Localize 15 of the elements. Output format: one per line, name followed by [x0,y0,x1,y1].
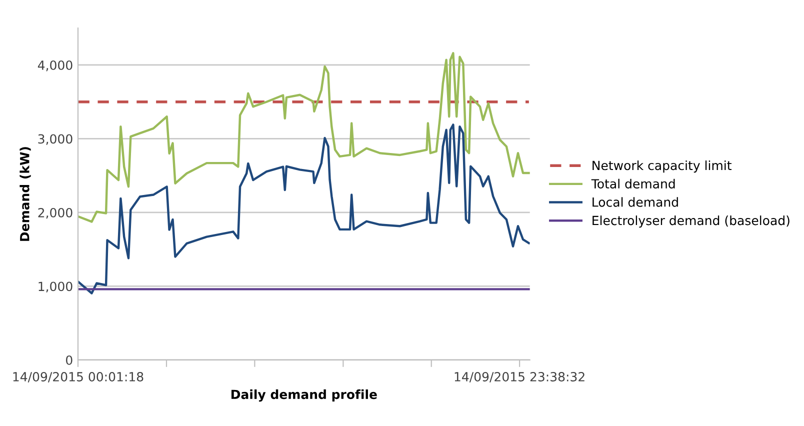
x-axis-title: Daily demand profile [231,389,377,402]
legend-label: Local demand [592,197,678,207]
x-tick-label: 14/09/2015 23:38:32 [454,372,584,382]
y-tick-label: 4,000 [38,60,72,72]
y-tick-label: 1,000 [38,282,72,292]
x-tick-label: 14/09/2015 00:01:18 [13,372,144,382]
legend-label: Electrolyser demand (baseload) [592,216,790,228]
legend-label: Network capacity limit [592,160,732,173]
y-tick-label: 2,000 [38,208,72,219]
y-tick-label: 3,000 [38,134,72,145]
line-series [78,124,530,294]
y-axis-title: Demand (kW) [20,147,31,241]
line-series [78,52,530,223]
legend-label: Total demand [591,178,675,188]
y-tick-label: 0 [66,355,72,365]
